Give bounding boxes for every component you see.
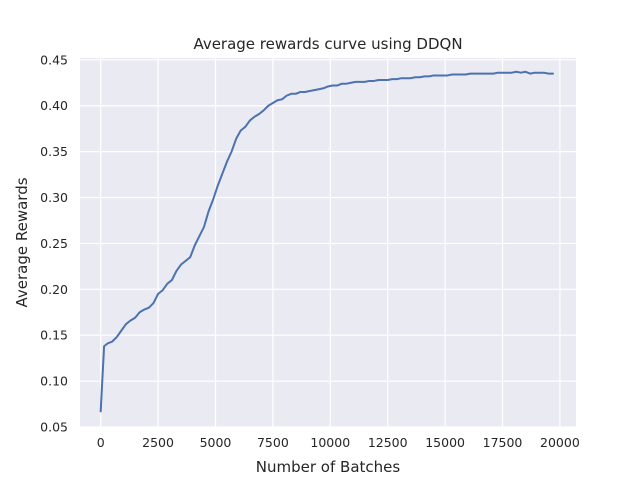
y-tick-label: 0.05: [40, 420, 68, 435]
chart-title: Average rewards curve using DDQN: [193, 35, 462, 53]
x-tick-label: 10000: [310, 435, 350, 450]
x-tick-label: 15000: [425, 435, 465, 450]
x-tick-label: 20000: [540, 435, 580, 450]
y-tick-label: 0.20: [40, 282, 68, 297]
x-axis-label: Number of Batches: [256, 458, 401, 476]
y-tick-label: 0.40: [40, 98, 68, 113]
y-tick-label: 0.15: [40, 328, 68, 343]
y-tick-label: 0.45: [40, 52, 68, 67]
grid-lines: [80, 58, 576, 428]
y-tick-label: 0.35: [40, 144, 68, 159]
x-tick-label: 0: [97, 435, 105, 450]
y-tick-label: 0.10: [40, 374, 68, 389]
x-tick-label: 12500: [368, 435, 408, 450]
y-tick-label: 0.30: [40, 190, 68, 205]
series-line: [99, 70, 555, 413]
x-tick-label: 7500: [257, 435, 289, 450]
plot-background: [80, 58, 576, 427]
y-axis-ticks: 0.05 0.10 0.15 0.20 0.25 0.30 0.35 0.40 0.45: [40, 52, 68, 434]
y-tick-label: 0.25: [40, 236, 68, 251]
series-group: [99, 70, 555, 413]
x-axis-ticks: 0 2500 5000 7500 10000 12500 15000 17500 20000: [97, 435, 580, 450]
x-tick-label: 5000: [200, 435, 232, 450]
x-tick-label: 2500: [142, 435, 174, 450]
y-axis-label: Average Rewards: [13, 177, 31, 307]
x-tick-label: 17500: [483, 435, 523, 450]
